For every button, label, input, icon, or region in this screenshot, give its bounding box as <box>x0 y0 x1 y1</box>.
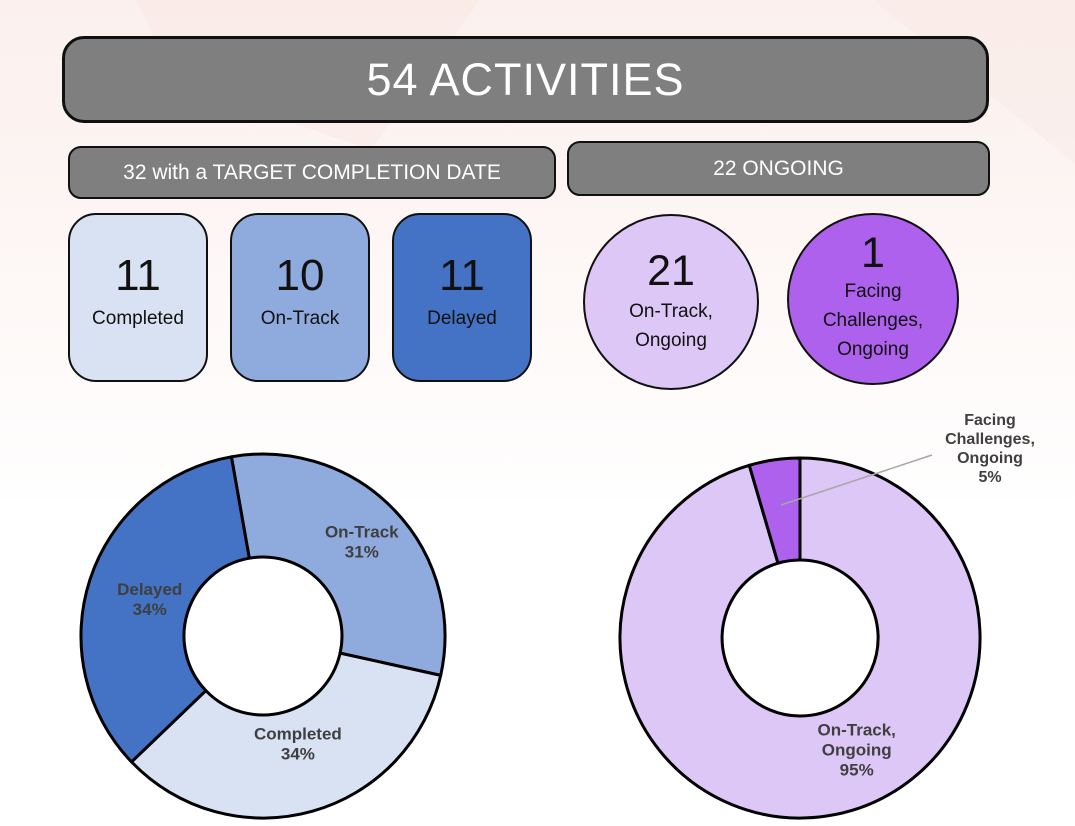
ongoing-banner: 22 ONGOING <box>567 141 990 196</box>
dated-banner-label: 32 with a TARGET COMPLETION DATE <box>123 160 501 184</box>
ongoing-banner-label: 22 ONGOING <box>713 156 844 180</box>
circle-value: 21 <box>647 246 695 295</box>
donut-slice-on-track <box>229 452 447 677</box>
circle-facing-challenges-ongoing: 1 Facing Challenges, Ongoing <box>787 213 959 385</box>
card-value: 10 <box>275 250 325 300</box>
circle-label: On-Track, Ongoing <box>629 297 713 355</box>
donut-slice-facing-challenges-ongoing <box>747 456 802 565</box>
dated-banner: 32 with a TARGET COMPLETION DATE <box>68 146 556 199</box>
circle-label: Facing Challenges, Ongoing <box>823 277 923 364</box>
donut-slice-on-track-ongoing <box>618 456 982 820</box>
ongoing-donut-chart: On-Track, Ongoing 95% <box>618 454 982 820</box>
donut-slice-completed <box>130 651 443 820</box>
card-label: Delayed <box>427 308 497 330</box>
circle-label-line: Facing <box>844 281 902 302</box>
header-banner: 54 ACTIVITIES <box>62 36 989 123</box>
card-label: On-Track <box>260 308 340 330</box>
donut-data-label: On-Track 31% <box>325 523 399 562</box>
card-value: 11 <box>439 250 485 300</box>
circle-label-line: On-Track, <box>629 300 713 322</box>
page-title: 54 ACTIVITIES <box>366 53 685 105</box>
outside-label-line: Facing <box>964 412 1016 429</box>
facing-challenges-outside-label: Facing Challenges, Ongoing 5% <box>928 411 1052 487</box>
card-value: 11 <box>115 250 161 300</box>
donut-data-label: Delayed 34% <box>117 580 182 619</box>
donut-slice-delayed <box>79 455 251 764</box>
outside-label-line: Challenges, <box>945 431 1035 448</box>
status-card-delayed: 11 Delayed <box>392 213 532 382</box>
circle-label-line: Ongoing <box>837 339 909 360</box>
donut-data-label: Completed 34% <box>254 725 342 764</box>
card-label: Completed <box>92 308 184 330</box>
outside-label-line: 5% <box>978 469 1002 486</box>
outside-label-line: Ongoing <box>957 450 1023 467</box>
circle-on-track-ongoing: 21 On-Track, Ongoing <box>583 214 759 390</box>
circle-value: 1 <box>861 229 885 277</box>
status-card-on-track: 10 On-Track <box>230 213 370 382</box>
donut-data-label: On-Track, Ongoing 95% <box>817 720 895 779</box>
completion-donut-chart: On-Track 31% Completed 34% Delayed 34% <box>79 452 447 820</box>
status-card-completed: 11 Completed <box>68 213 208 382</box>
circle-label-line: Challenges, <box>822 310 924 331</box>
circle-label-line: Ongoing <box>635 329 707 351</box>
leader-line <box>780 454 933 506</box>
